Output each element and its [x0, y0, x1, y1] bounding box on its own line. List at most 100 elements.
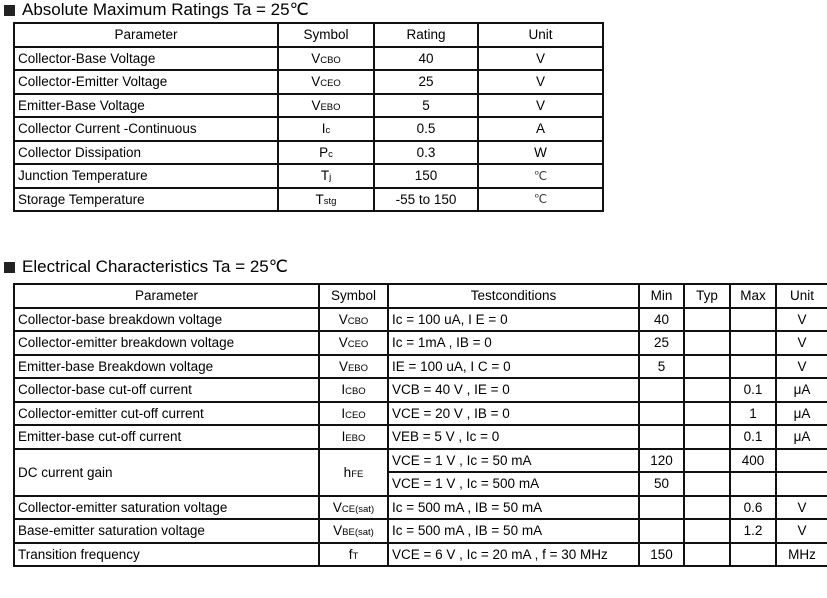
parameter-cell: Emitter-base cut-off current — [13, 424, 320, 450]
table-row: Transition frequency fT VCE = 6 V , Ic = 2… — [13, 541, 827, 567]
header-min: Min — [638, 283, 685, 309]
parameter-cell: Collector-Emitter Voltage — [13, 69, 279, 95]
max-cell: 0.1 — [729, 424, 777, 450]
table-row: Collector-emitter cut-off current ICEO VCE… — [13, 400, 827, 426]
symbol-cell: fT — [318, 541, 389, 567]
symbol-main: I — [341, 405, 346, 421]
table-row: Collector Dissipation Pc 0.3 W — [13, 139, 604, 165]
symbol-subscript: c — [325, 125, 331, 137]
typ-cell — [683, 471, 731, 497]
min-cell: 5 — [638, 353, 685, 379]
min-cell: 25 — [638, 330, 685, 356]
header-rating: Rating — [373, 22, 479, 48]
table-row: Collector-Emitter Voltage VCEO 25 V — [13, 69, 604, 95]
min-cell — [638, 494, 685, 520]
symbol-subscript: stg — [323, 195, 337, 207]
table-row: Collector-emitter saturation voltage VCE(… — [13, 494, 827, 520]
typ-cell — [683, 306, 731, 332]
elec-char-title: Electrical Characteristics Ta = 25℃ — [4, 257, 288, 277]
max-cell: 0.1 — [729, 377, 777, 403]
symbol-main: T — [320, 168, 330, 184]
unit-cell: μA — [775, 400, 827, 426]
symbol-subscript: CEO — [347, 339, 369, 351]
symbol-subscript: CEO — [345, 409, 366, 421]
symbol-subscript: T — [352, 550, 359, 562]
testcondition-cell: Ic = 500 mA , IB = 50 mA — [387, 494, 640, 520]
header-unit: Unit — [775, 283, 827, 309]
min-cell: 150 — [638, 541, 685, 567]
unit-cell: V — [477, 69, 604, 95]
rating-cell: 0.5 — [373, 116, 479, 142]
unit-cell: A — [477, 116, 604, 142]
symbol-cell: hFE — [318, 447, 389, 497]
symbol-subscript: j — [329, 172, 332, 184]
typ-cell — [683, 377, 731, 403]
parameter-cell: Storage Temperature — [13, 186, 279, 212]
symbol-subscript: EBO — [347, 362, 369, 374]
parameter-cell: Collector Dissipation — [13, 139, 279, 165]
symbol-main: I — [341, 429, 346, 445]
table-row: Collector-base cut-off current ICBO VCB = … — [13, 377, 827, 403]
unit-cell: V — [477, 45, 604, 71]
parameter-cell: Emitter-Base Voltage — [13, 92, 279, 118]
header-typ: Typ — [683, 283, 731, 309]
table-row: Collector-emitter breakdown voltage VCEO I… — [13, 330, 827, 356]
symbol-cell: VCEO — [277, 69, 375, 95]
max-cell — [729, 471, 777, 497]
table-row: Emitter-Base Voltage VEBO 5 V — [13, 92, 604, 118]
testcondition-cell: VCE = 20 V , IB = 0 — [387, 400, 640, 426]
testcondition-cell: VCE = 1 V , Ic = 50 mA — [387, 447, 640, 473]
max-cell — [729, 353, 777, 379]
symbol-main: V — [311, 97, 321, 113]
unit-cell: μA — [775, 424, 827, 450]
symbol-main: I — [321, 121, 326, 137]
symbol-cell: Tstg — [277, 186, 375, 212]
symbol-cell: VCEO — [318, 330, 389, 356]
min-cell — [638, 377, 685, 403]
min-cell — [638, 400, 685, 426]
symbol-cell: VCBO — [277, 45, 375, 71]
testcondition-cell: Ic = 500 mA , IB = 50 mA — [387, 518, 640, 544]
table-row: Junction Temperature Tj 150 ℃ — [13, 163, 604, 189]
max-cell — [729, 330, 777, 356]
parameter-cell: Collector-emitter breakdown voltage — [13, 330, 320, 356]
table-header-row: Parameter Symbol Testconditions Min Typ … — [13, 283, 827, 309]
symbol-main: V — [338, 311, 348, 327]
parameter-cell: Collector-Base Voltage — [13, 45, 279, 71]
symbol-subscript: CE(sat) — [341, 503, 375, 515]
electrical-characteristics-table: Parameter Symbol Testconditions Min Typ … — [13, 283, 827, 567]
testcondition-cell: VCE = 1 V , Ic = 500 mA — [387, 471, 640, 497]
parameter-cell: Transition frequency — [13, 541, 320, 567]
unit-cell: V — [775, 494, 827, 520]
symbol-main: V — [338, 358, 348, 374]
typ-cell — [683, 494, 731, 520]
typ-cell — [683, 518, 731, 544]
symbol-main: I — [341, 382, 346, 398]
parameter-cell: Junction Temperature — [13, 163, 279, 189]
symbol-subscript: FE — [351, 468, 364, 480]
symbol-main: V — [332, 499, 342, 515]
symbol-main: V — [333, 523, 343, 539]
header-symbol: Symbol — [318, 283, 389, 309]
typ-cell — [683, 424, 731, 450]
parameter-cell: Collector-emitter cut-off current — [13, 400, 320, 426]
symbol-main: V — [311, 50, 321, 66]
unit-cell: μA — [775, 377, 827, 403]
table-header-row: Parameter Symbol Rating Unit — [13, 22, 604, 48]
max-cell: 400 — [729, 447, 777, 473]
symbol-subscript: CEO — [320, 78, 341, 90]
max-cell: 1.2 — [729, 518, 777, 544]
max-cell: 1 — [729, 400, 777, 426]
rating-cell: 0.3 — [373, 139, 479, 165]
symbol-cell: IEBO — [318, 424, 389, 450]
rating-cell: 25 — [373, 69, 479, 95]
bullet-square-icon — [4, 261, 15, 273]
min-cell — [638, 518, 685, 544]
header-parameter: Parameter — [13, 283, 320, 309]
parameter-cell: Emitter-base Breakdown voltage — [13, 353, 320, 379]
unit-cell: V — [775, 330, 827, 356]
min-cell — [638, 424, 685, 450]
min-cell: 120 — [638, 447, 685, 473]
unit-cell: V — [775, 306, 827, 332]
unit-cell: W — [477, 139, 604, 165]
